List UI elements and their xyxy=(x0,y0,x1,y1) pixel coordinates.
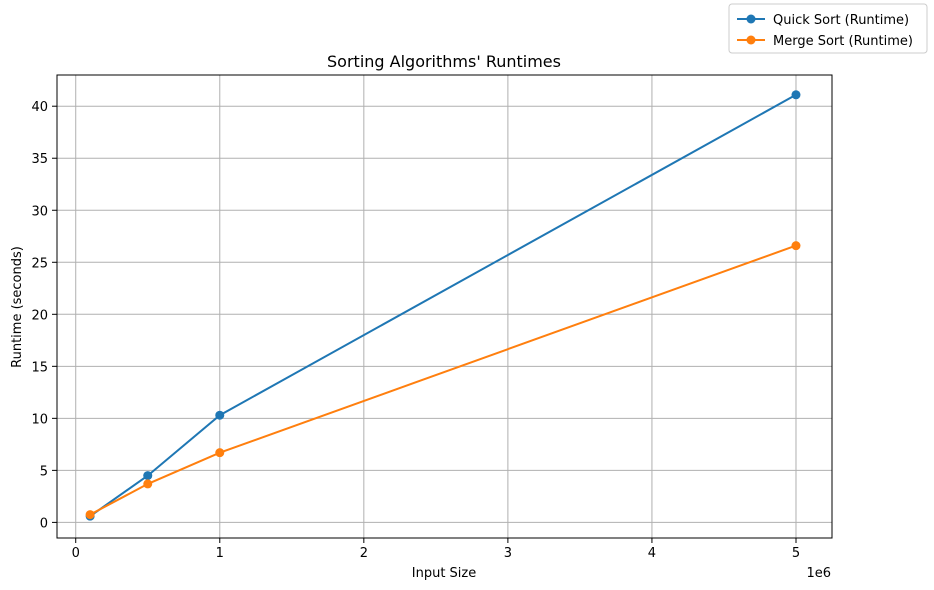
data-point xyxy=(215,448,225,458)
legend-marker xyxy=(746,14,756,24)
legend-label: Merge Sort (Runtime) xyxy=(773,34,913,49)
y-tick-label: 25 xyxy=(31,256,48,271)
data-point xyxy=(143,479,153,489)
y-tick-label: 20 xyxy=(31,308,48,323)
y-tick-label: 0 xyxy=(40,516,48,531)
chart-title: Sorting Algorithms' Runtimes xyxy=(327,52,561,71)
legend: Quick Sort (Runtime) Merge Sort (Runtime) xyxy=(728,3,928,54)
y-tick-label: 40 xyxy=(31,100,48,115)
x-tick-label: 2 xyxy=(360,546,368,561)
x-tick-label: 1 xyxy=(216,546,224,561)
x-tick-label: 0 xyxy=(72,546,80,561)
grid-lines xyxy=(57,75,832,538)
y-tick-label: 30 xyxy=(31,204,48,219)
plot-area xyxy=(56,74,833,539)
legend-label: Quick Sort (Runtime) xyxy=(773,13,909,28)
legend-marker xyxy=(746,35,756,45)
x-tick-label: 3 xyxy=(504,546,512,561)
data-point xyxy=(143,471,153,481)
x-axis-label: Input Size xyxy=(412,566,476,581)
x-tick-label: 5 xyxy=(792,546,800,561)
series-line xyxy=(89,244,797,516)
legend-box xyxy=(728,3,928,54)
data-point xyxy=(85,510,95,520)
y-tick-label: 15 xyxy=(31,360,48,375)
x-axis-offset-label: 1e6 xyxy=(806,566,831,581)
y-axis-label: Runtime (seconds) xyxy=(10,246,25,368)
data-series xyxy=(85,90,801,521)
series xyxy=(85,241,801,520)
axis-ticks: 0 1 2 3 4 5 0 5 10 15 20 25 30 35 40 xyxy=(31,100,800,561)
y-tick-label: 10 xyxy=(31,412,48,427)
y-tick-label: 35 xyxy=(31,152,48,167)
data-point xyxy=(791,90,801,100)
data-point xyxy=(215,410,225,420)
series-line xyxy=(89,93,797,518)
data-point xyxy=(791,241,801,251)
x-tick-label: 4 xyxy=(648,546,656,561)
legend-item: Merge Sort (Runtime) xyxy=(737,34,913,49)
legend-item: Quick Sort (Runtime) xyxy=(737,13,909,28)
y-tick-label: 5 xyxy=(40,464,48,479)
